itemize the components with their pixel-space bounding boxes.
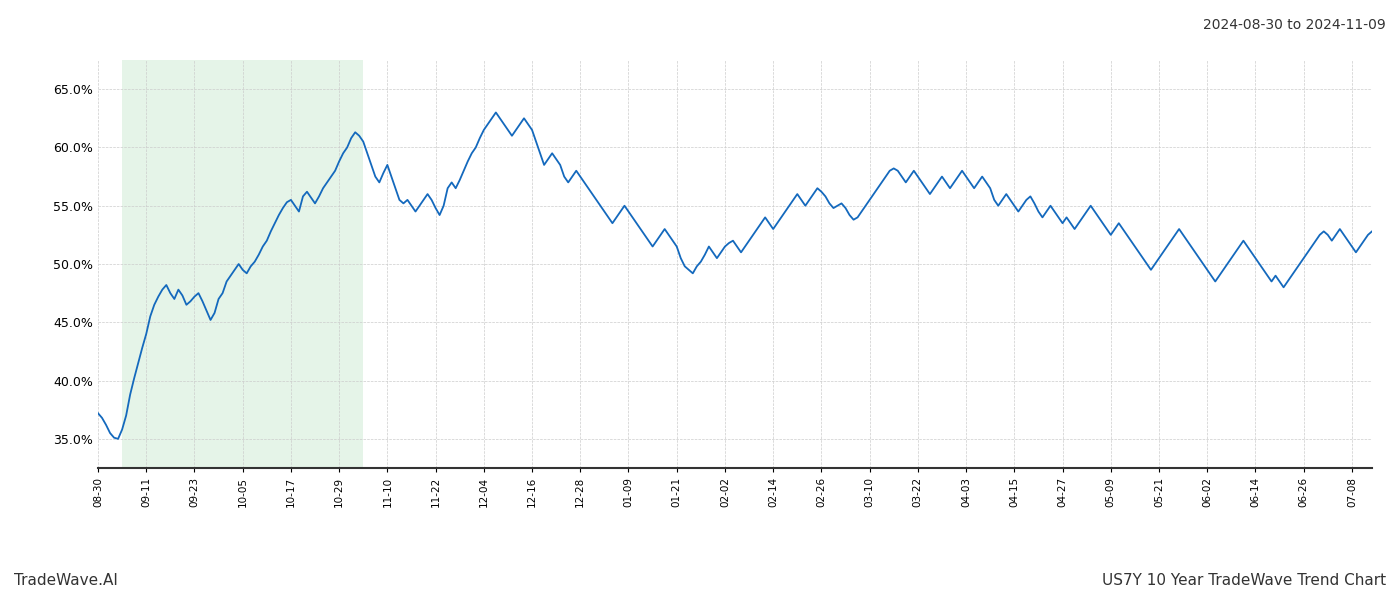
Text: 2024-08-30 to 2024-11-09: 2024-08-30 to 2024-11-09 (1203, 18, 1386, 32)
Text: TradeWave.AI: TradeWave.AI (14, 573, 118, 588)
Bar (122, 60, 363, 468)
Text: US7Y 10 Year TradeWave Trend Chart: US7Y 10 Year TradeWave Trend Chart (1102, 573, 1386, 588)
